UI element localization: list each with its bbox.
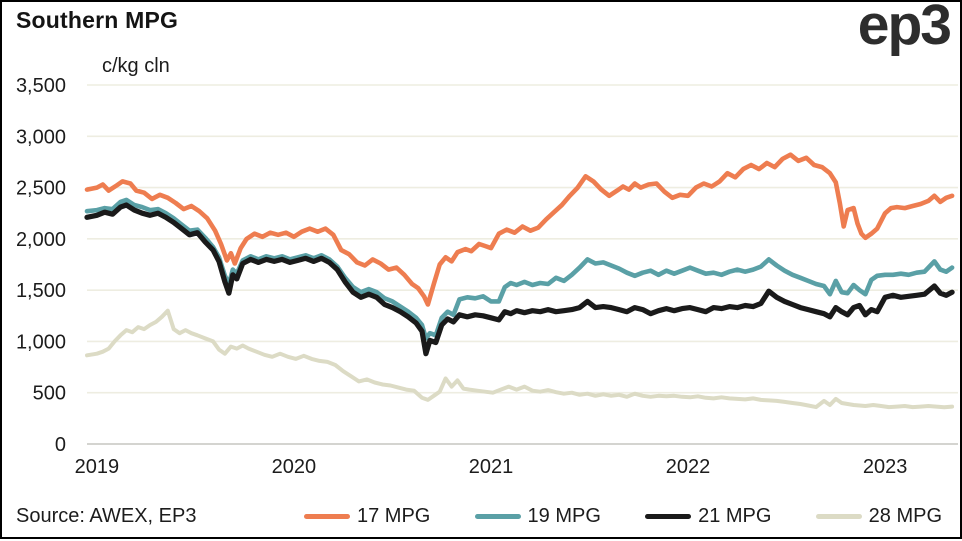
- legend-swatch-28-mpg: [815, 514, 862, 519]
- legend-label-28-mpg: 28 MPG: [868, 505, 942, 527]
- x-tick-label: 2019: [75, 456, 120, 478]
- chart-title: Southern MPG: [16, 7, 179, 33]
- series-line-17-mpg: [84, 152, 955, 307]
- legend: 17 MPG 19 MPG 21 MPG 28 MPG: [304, 505, 942, 528]
- x-tick-label: 2020: [272, 456, 317, 478]
- legend-label-19-mpg: 19 MPG: [527, 505, 601, 527]
- y-tick-label: 2,500: [16, 178, 66, 200]
- series-line-28-mpg: [85, 308, 955, 410]
- series-line-19-mpg: [84, 197, 955, 341]
- y-tick-label: 2,000: [16, 229, 66, 251]
- y-tick-label: 1,000: [16, 331, 66, 353]
- series-line-21-mpg: [84, 202, 955, 357]
- legend-item-21-mpg: 21 MPG: [645, 505, 771, 528]
- legend-swatch-17-mpg: [304, 514, 350, 519]
- unit-label: c/kg cln: [102, 55, 170, 77]
- legend-label-17-mpg: 17 MPG: [357, 505, 431, 527]
- legend-swatch-21-mpg: [645, 514, 692, 519]
- x-tick-label: 2023: [863, 456, 908, 478]
- y-tick-label: 3,500: [16, 75, 66, 97]
- y-tick-label: 3,000: [16, 126, 66, 148]
- legend-swatch-19-mpg: [474, 514, 521, 519]
- y-tick-label: 500: [33, 383, 66, 405]
- x-tick-label: 2022: [666, 456, 711, 478]
- legend-item-28-mpg: 28 MPG: [815, 505, 942, 528]
- legend-item-17-mpg: 17 MPG: [304, 505, 430, 528]
- ep3-logo: ep3: [857, 0, 952, 57]
- y-tick-label: 0: [55, 434, 66, 456]
- source-note: Source: AWEX, EP3: [16, 505, 197, 527]
- legend-label-21-mpg: 21 MPG: [698, 505, 772, 527]
- legend-item-19-mpg: 19 MPG: [474, 505, 601, 528]
- x-tick-label: 2021: [469, 456, 514, 478]
- y-tick-label: 1,500: [16, 280, 66, 302]
